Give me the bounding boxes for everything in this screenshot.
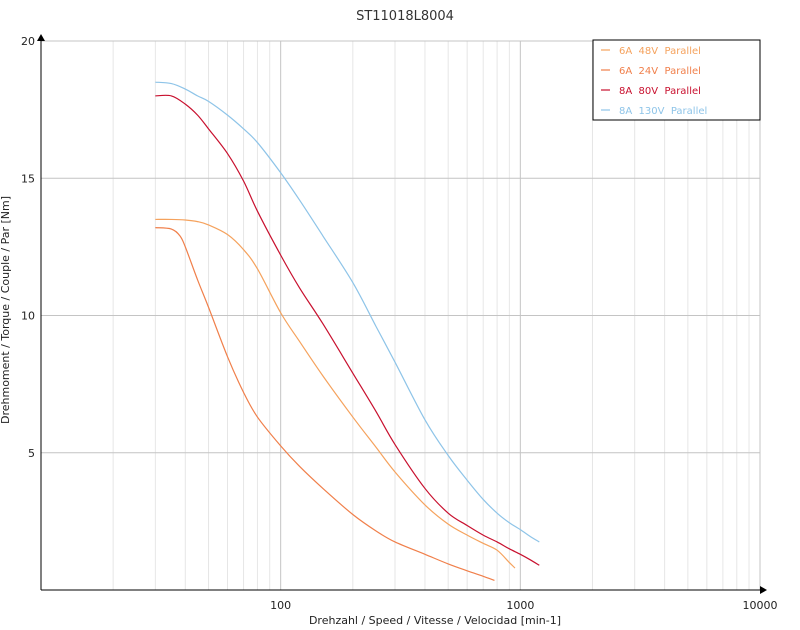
series-group xyxy=(155,81,540,581)
series-line-1 xyxy=(155,218,516,569)
legend: 6A 48V Parallel 6A 24V Parallel 8A 80V Par… xyxy=(592,39,761,121)
series-line-2 xyxy=(155,227,495,581)
x-axis-arrow xyxy=(760,586,767,594)
series-line-4 xyxy=(155,81,540,543)
series-line-3 xyxy=(155,94,540,566)
grid xyxy=(41,40,761,590)
legend-item-label: 6A 24V Parallel xyxy=(619,66,701,77)
x-axis-label: Drehzahl / Speed / Vitesse / Velocidad [… xyxy=(309,614,561,627)
axes xyxy=(37,34,767,594)
x-tick-label: 1000 xyxy=(506,599,534,612)
legend-item-label: 8A 80V Parallel xyxy=(619,86,701,97)
x-tick-label: 10000 xyxy=(743,599,778,612)
legend-box xyxy=(592,39,761,121)
legend-item-label: 8A 130V Parallel xyxy=(619,106,707,117)
tick-labels: 100 1000 10000 5 10 15 20 xyxy=(21,35,778,612)
x-tick-label: 100 xyxy=(270,599,291,612)
y-axis-label: Drehmoment / Torque / Couple / Par [Nm] xyxy=(0,196,12,424)
y-axis-arrow xyxy=(37,34,45,41)
legend-item-label: 6A 48V Parallel xyxy=(619,46,701,57)
y-tick-label: 15 xyxy=(21,172,35,185)
y-tick-label: 5 xyxy=(28,447,35,460)
y-tick-label: 20 xyxy=(21,35,35,48)
y-tick-label: 10 xyxy=(21,310,35,323)
chart-title: ST11018L8004 xyxy=(356,9,454,24)
